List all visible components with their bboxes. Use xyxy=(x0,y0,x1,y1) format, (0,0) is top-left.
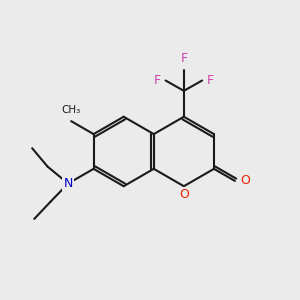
Text: O: O xyxy=(240,174,250,188)
Text: F: F xyxy=(206,74,214,87)
Text: CH₃: CH₃ xyxy=(61,105,81,115)
Text: O: O xyxy=(179,188,189,201)
Text: F: F xyxy=(180,52,188,65)
Text: F: F xyxy=(154,74,161,87)
Text: N: N xyxy=(63,177,73,190)
